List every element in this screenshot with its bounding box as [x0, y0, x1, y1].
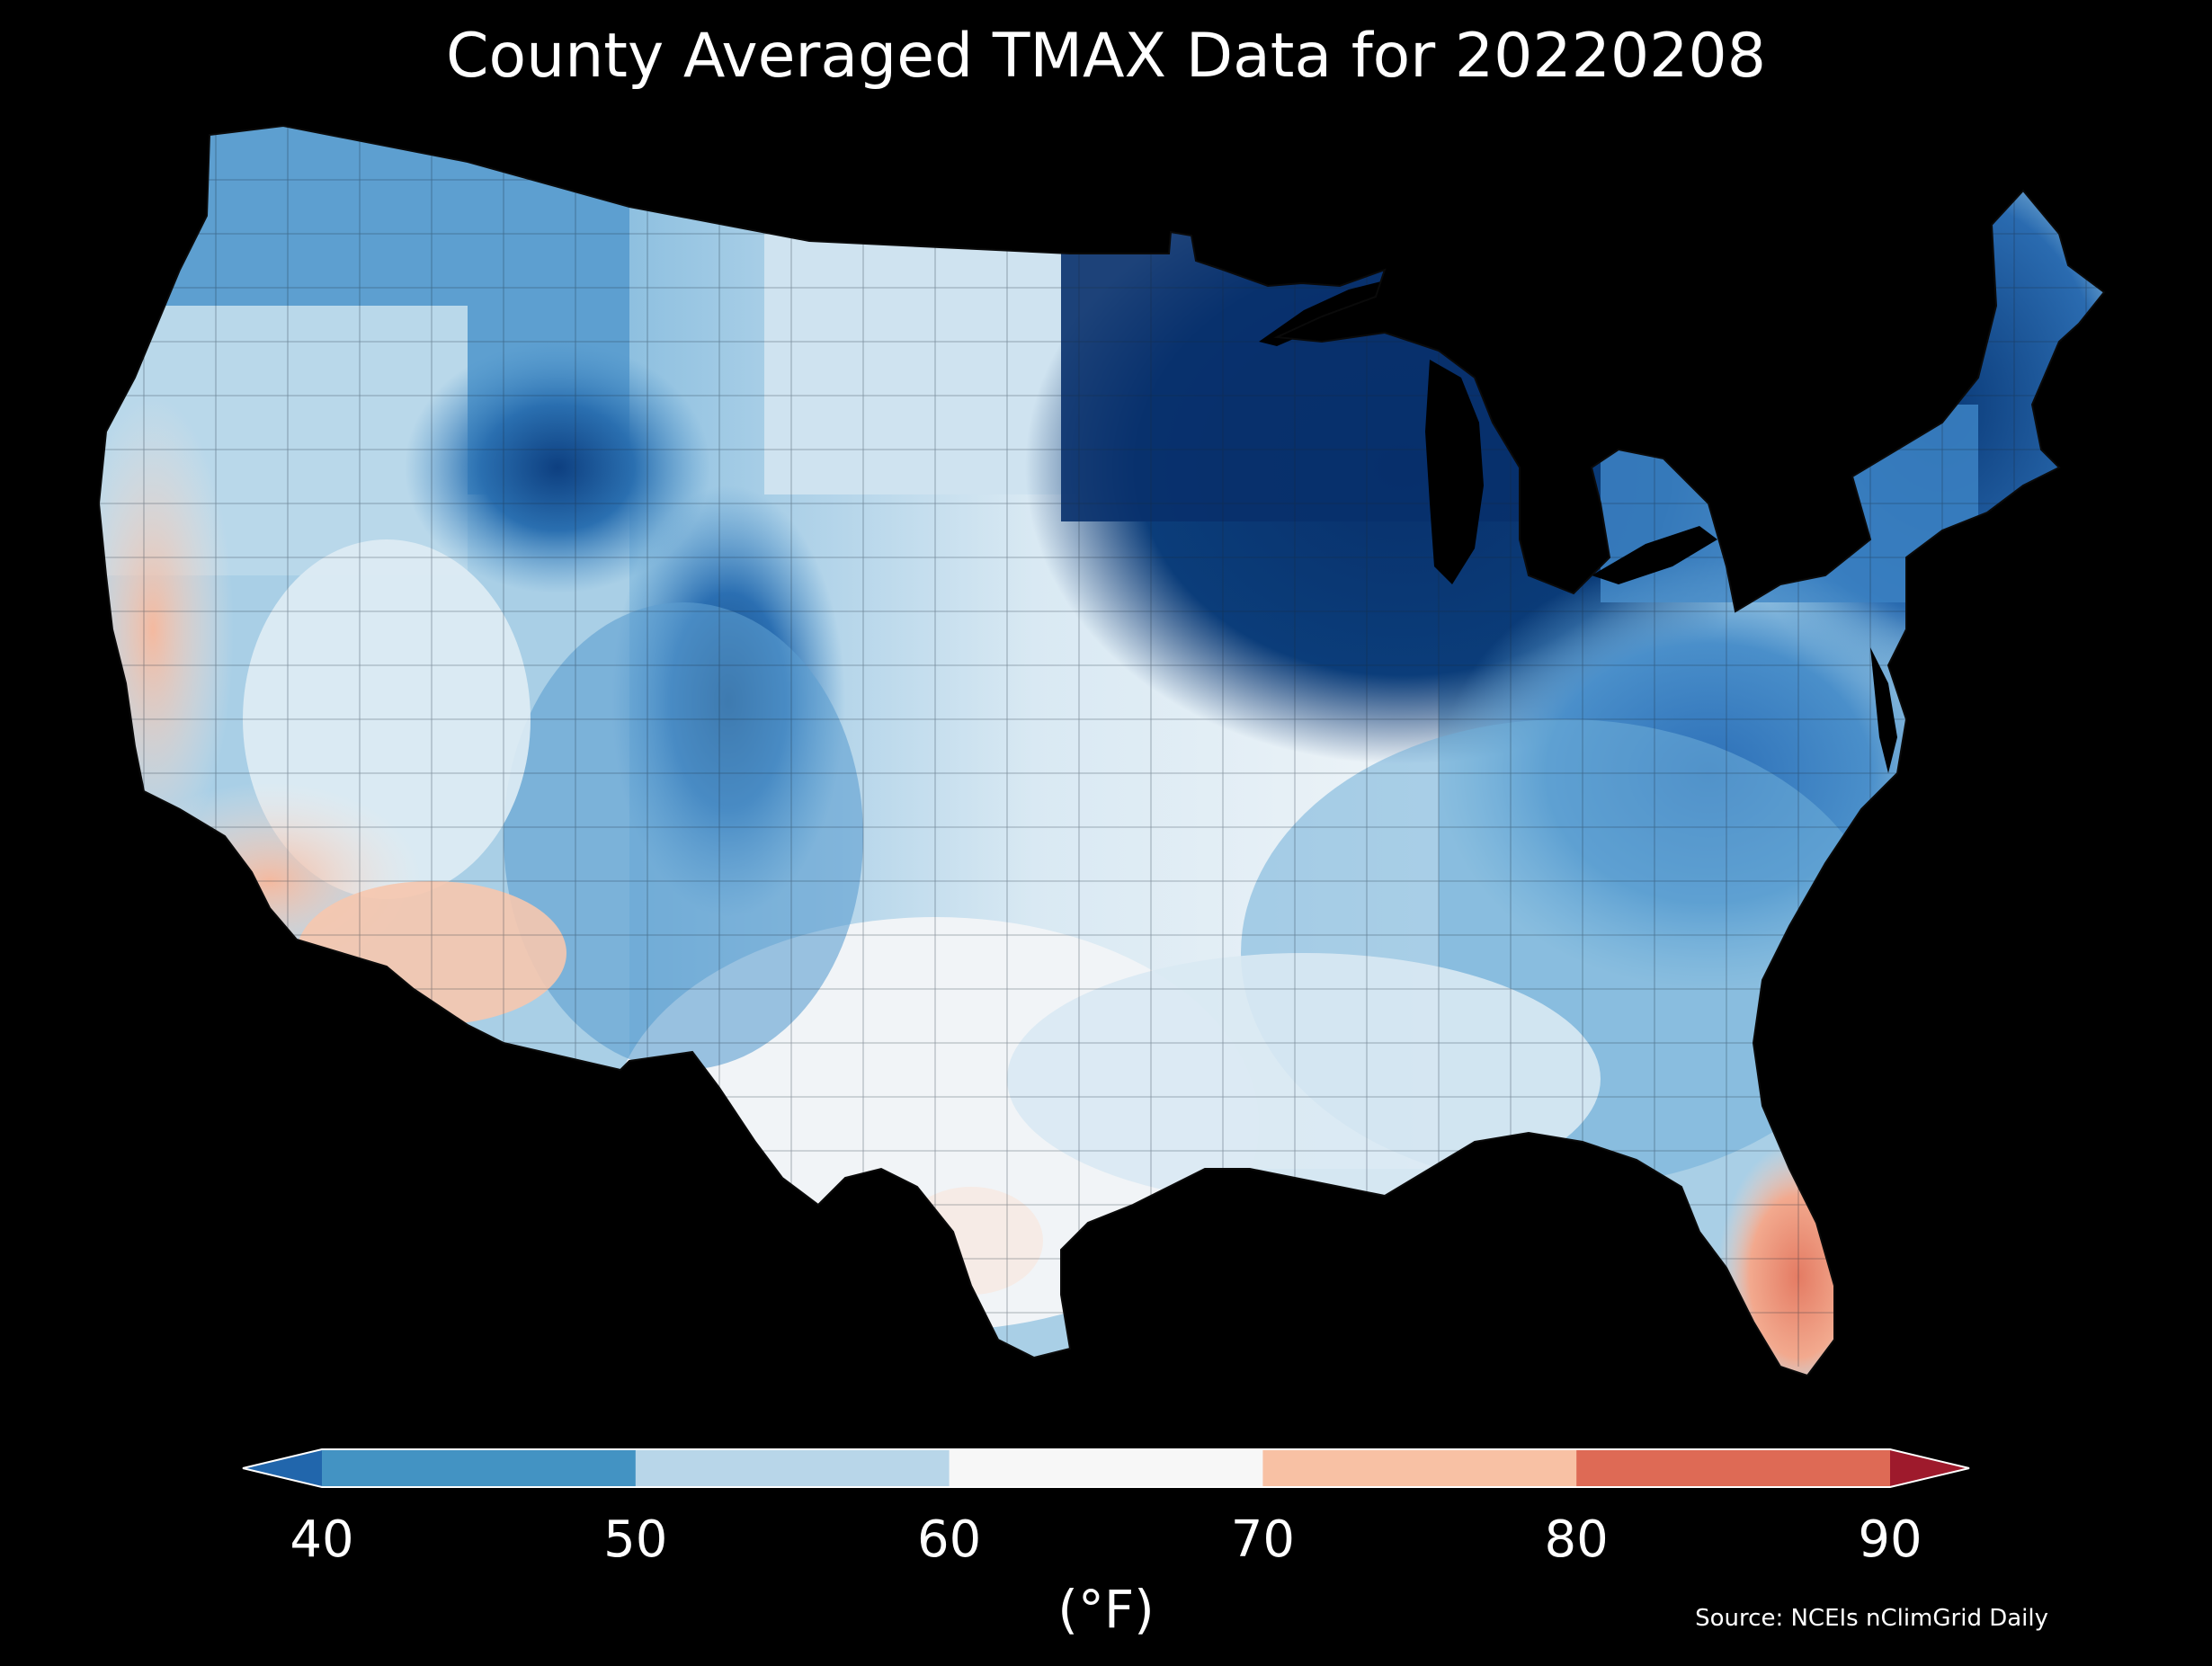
colorbar-high-extend	[1890, 1449, 1969, 1487]
lake-ontario	[1735, 481, 1825, 505]
colorbar-tick-label: 50	[603, 1510, 668, 1569]
lake-erie	[1592, 526, 1717, 584]
colorbar-tick-label: 70	[1230, 1510, 1296, 1569]
lake-michigan	[1425, 360, 1484, 584]
colorbar-bins	[322, 1449, 1891, 1487]
colorbar-units-label: (°F)	[1057, 1579, 1155, 1640]
lake-huron	[1511, 378, 1592, 503]
map-title: County Averaged TMAX Data for 20220208	[446, 21, 1766, 92]
colorbar-tick-label: 60	[916, 1510, 982, 1569]
chesapeake-bay	[1870, 647, 1897, 773]
colorbar-bin-60-70	[949, 1449, 1263, 1487]
colorbar-bin-50-60	[635, 1449, 950, 1487]
colorbar-bin-80-90	[1576, 1449, 1891, 1487]
lake-superior	[1259, 281, 1385, 346]
colorbar-low-extend	[243, 1449, 322, 1487]
colorbar-tick-label: 80	[1544, 1510, 1609, 1569]
colorbar-bin-40-50	[322, 1449, 637, 1487]
great-lakes	[1259, 281, 1825, 584]
source-credit: Source: NCEIs nClimGrid Daily	[1695, 1605, 2048, 1632]
colorbar-frame	[242, 1448, 1970, 1488]
colorbar-tick-label: 90	[1858, 1510, 1922, 1569]
county-boundaries	[99, 126, 2104, 1367]
colorbar-tick-label: 40	[290, 1510, 354, 1569]
colorbar-bin-70-80	[1262, 1449, 1577, 1487]
